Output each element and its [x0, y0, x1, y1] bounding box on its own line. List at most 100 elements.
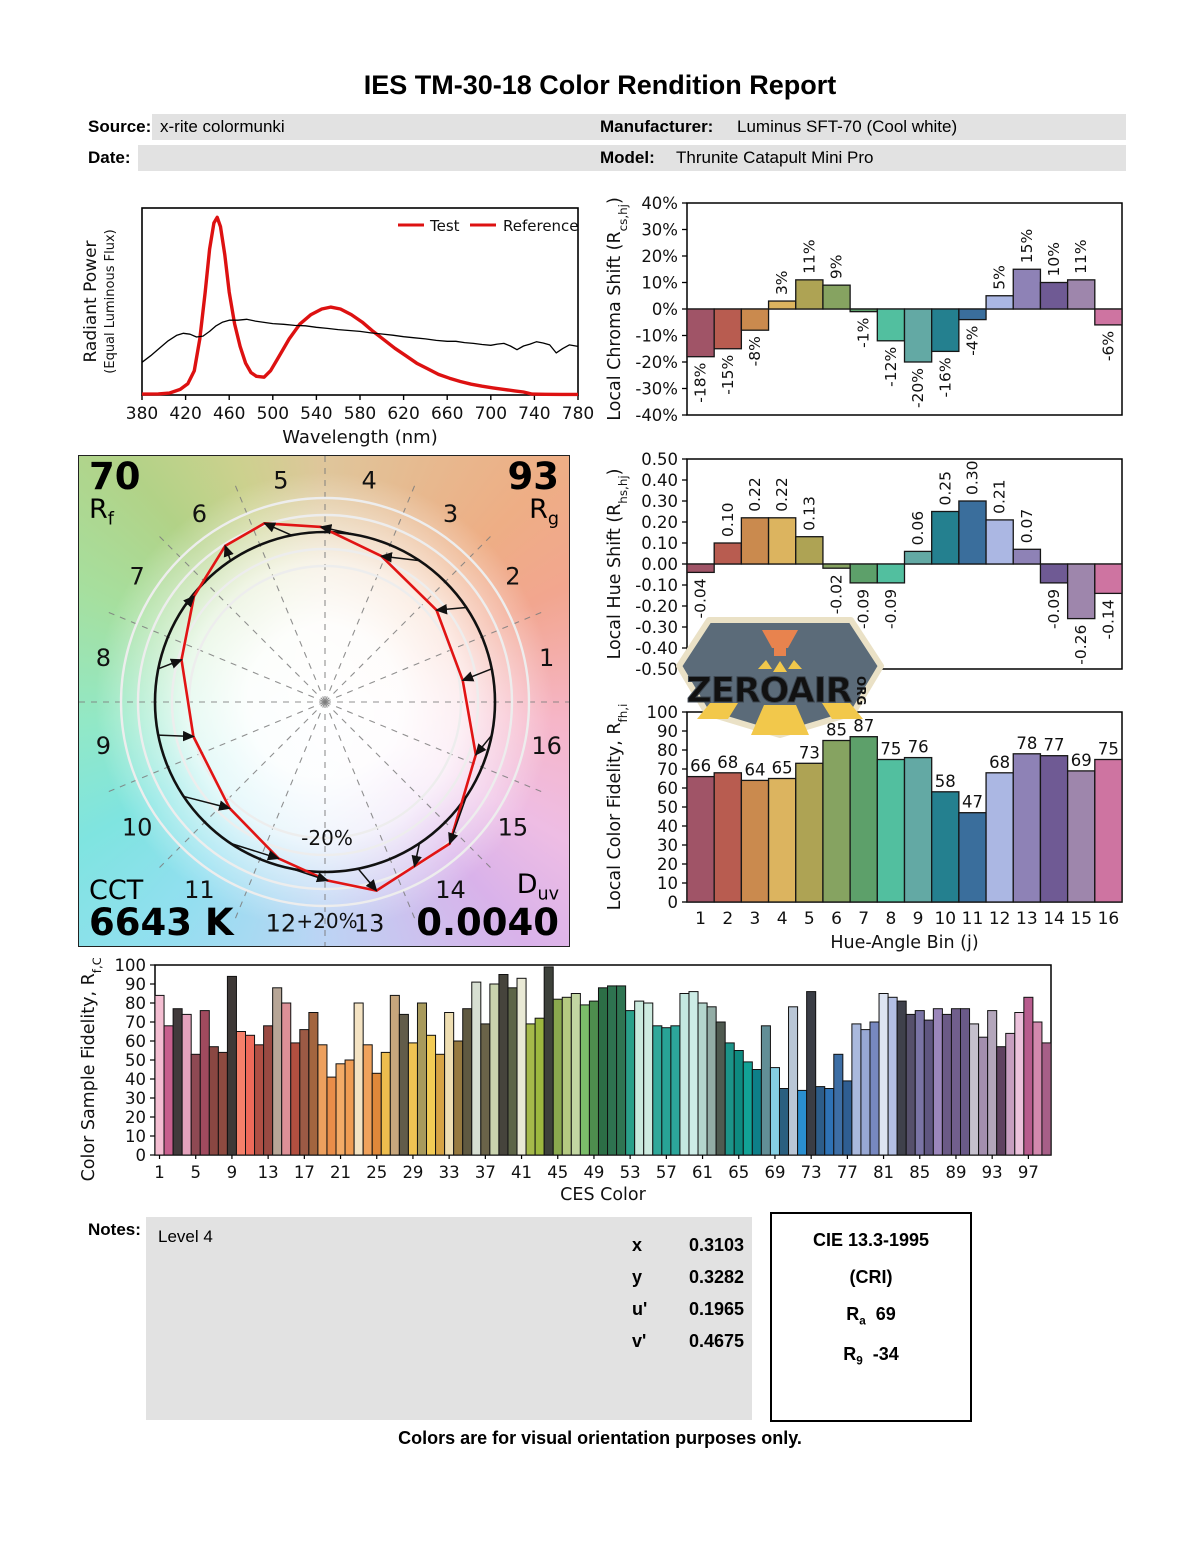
notes-value: Level 4 [158, 1227, 213, 1246]
bar-value-label: 0.07 [1018, 509, 1036, 544]
ces-bar-41 [516, 977, 527, 1156]
bar-bin-1 [686, 563, 715, 574]
bar-bin-12 [985, 772, 1014, 903]
chromaticity-x: x 0.3103 [632, 1235, 744, 1255]
y-tick-label: 60 [125, 1032, 146, 1051]
rf-score: 70 Rf [89, 455, 141, 530]
y-tick-label: 0 [668, 893, 679, 912]
cvg-shift-arrow [183, 595, 196, 609]
bar-value-label: 0.10 [719, 502, 737, 537]
x-tick-label: 13 [1016, 909, 1038, 929]
cvg-spoke [157, 701, 326, 870]
bar-bin-4 [767, 517, 797, 565]
ces-bar-97 [1023, 996, 1034, 1156]
bar-bin-7 [849, 563, 878, 584]
x-tick-label: 65 [728, 1163, 749, 1182]
ces-bar-77 [842, 1080, 853, 1156]
ces-bar-29 [407, 1042, 418, 1156]
x-tick-label: 5 [190, 1163, 201, 1182]
bar-value-label: 65 [772, 759, 793, 778]
bar-value-label: 75 [880, 740, 901, 759]
ces-bar-26 [380, 1051, 391, 1156]
bar-bin-6 [822, 563, 851, 569]
manufacturer-value: Luminus SFT-70 (Cool white) [729, 114, 1126, 140]
y-tick-label: 0.00 [641, 555, 678, 574]
cvg-shift-arrow [291, 868, 329, 883]
bar-value-label: 69 [1071, 751, 1092, 770]
ces-bar-11 [245, 1034, 256, 1156]
x-tick-label: 97 [1018, 1163, 1039, 1182]
ces-bar-7 [208, 1046, 219, 1156]
y-tick-label: -0.10 [635, 576, 678, 595]
flashlight-body [774, 648, 786, 656]
y-tick-label: 0% [652, 300, 678, 319]
x-tick-label: 660 [431, 404, 463, 424]
bar-bin-15 [1066, 770, 1096, 903]
ces-bar-90 [959, 1008, 971, 1156]
y-tick-label: 20% [641, 247, 678, 266]
bar-value-label: 68 [717, 753, 738, 772]
cvg-bin-label: 2 [505, 562, 520, 590]
ces-bar-28 [398, 1013, 409, 1156]
ces-bar-31 [426, 1034, 437, 1156]
ces-bar-52 [616, 985, 627, 1156]
ces-bar-74 [815, 1086, 826, 1156]
bar-value-label: -12% [882, 347, 900, 387]
y-tick-label: 90 [657, 722, 678, 741]
x-tick-label: 10 [934, 909, 956, 929]
y-tick-label: 40% [641, 194, 678, 213]
ces-bar-27 [389, 994, 400, 1156]
x-tick-label: 740 [518, 404, 550, 424]
y-tick-label: 70 [125, 1013, 146, 1032]
bar-value-label: -18% [692, 363, 710, 403]
bar-value-label: -0.04 [692, 578, 710, 618]
zeroair-watermark: ZEROAIR ORG [676, 617, 884, 738]
cvg-shift-arrow [183, 795, 232, 811]
bar-value-label: -0.14 [1099, 599, 1117, 639]
x-tick-label: 29 [402, 1163, 423, 1182]
cvg-bin-label: 5 [273, 466, 288, 494]
bar-bin-8 [876, 308, 906, 342]
ces-bar-8 [217, 1051, 228, 1156]
bar-value-label: 5% [991, 265, 1009, 290]
x-tick-label: 41 [511, 1163, 532, 1182]
ray-center [773, 661, 787, 672]
bar-value-label: -0.09 [882, 589, 900, 629]
bar-value-label: 0.25 [936, 471, 954, 506]
ces-bar-35 [462, 1008, 473, 1156]
cvg-guide-circle [119, 496, 531, 908]
ces-bar-55 [643, 1002, 654, 1156]
ces-bar-49 [588, 1000, 599, 1156]
cvg-shift-arrow [411, 843, 422, 868]
bar-value-label: 68 [989, 753, 1010, 772]
cvg-bin-label: 14 [435, 876, 466, 904]
ces-bar-6 [199, 1010, 210, 1156]
bar-value-label: 85 [826, 721, 847, 740]
y-tick-label: 0.10 [641, 534, 678, 553]
spectral-power-chart: 380 420 460 500 540 580 620 660 700 740 780 Wavelen… [81, 207, 594, 448]
y-tick-label: 20 [657, 855, 678, 874]
ces-bar-2 [163, 1025, 174, 1156]
ces-bar-10 [235, 1031, 247, 1156]
bar-value-label: 66 [690, 757, 711, 776]
bar-bin-5 [795, 762, 824, 903]
x-tick-label: 700 [475, 404, 507, 424]
y-tick-label: 100 [647, 703, 679, 722]
cri-r9: R9 -34 [843, 1343, 899, 1368]
local-chroma-shift-chart: 40% 30% 20% 10% 0% -10% -20% -30% -40% -18% -15% -8… [605, 194, 1123, 425]
x-tick-label: 4 [777, 909, 788, 929]
x-tick-label: 53 [620, 1163, 641, 1182]
bar-bin-2 [713, 308, 743, 350]
x-tick-label: 2 [722, 909, 733, 929]
x-tick-label: 620 [387, 404, 419, 424]
bar-value-label: 0.21 [991, 479, 1009, 514]
cvg-spoke [324, 483, 416, 703]
ces-bar-46 [561, 996, 572, 1156]
x-tick-label: 420 [169, 404, 201, 424]
x-axis-label: Hue-Angle Bin (j) [830, 933, 978, 953]
y-tick-label: 60 [657, 779, 678, 798]
cvg-spoke [324, 701, 416, 921]
y-tick-label: 0 [136, 1146, 147, 1165]
bar-bin-8 [876, 563, 906, 584]
cvg-shift-arrow [379, 552, 420, 563]
